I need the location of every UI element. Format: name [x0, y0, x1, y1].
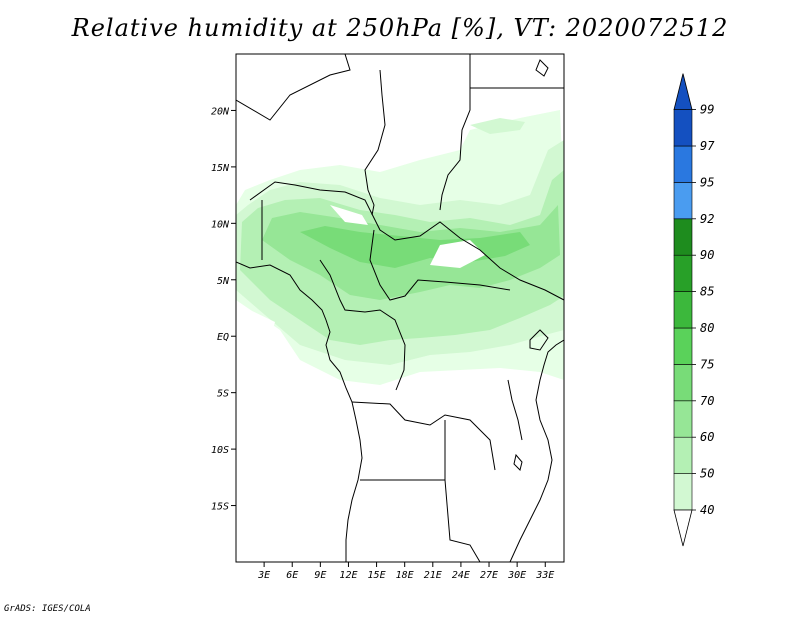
colorbar-label: 95 — [700, 175, 714, 189]
y-tick-label: 15N — [211, 163, 230, 174]
coastlines-borders — [236, 54, 564, 562]
chart-title: Relative humidity at 250hPa [%], VT: 202… — [71, 14, 729, 42]
colorbar-label: 80 — [700, 321, 714, 335]
x-tick-label: 30E — [507, 570, 526, 581]
colorbar-segment — [673, 145, 693, 183]
y-tick-label: 5S — [217, 389, 229, 400]
colorbar-low-extend — [673, 509, 693, 547]
x-tick-label: 9E — [314, 570, 326, 581]
colorbar-segment — [673, 327, 693, 365]
x-tick-label: 6E — [286, 570, 298, 581]
colorbar-segment — [673, 182, 693, 220]
colorbar-label: 99 — [700, 103, 714, 117]
x-tick-label: 12E — [339, 570, 357, 581]
west-coast — [236, 261, 363, 562]
colorbar-segment — [673, 364, 693, 402]
x-tick-label: 3E — [257, 570, 270, 581]
border-central-3 — [319, 259, 406, 391]
colorbar-segment — [673, 109, 693, 147]
y-tick-label: EQ — [217, 332, 229, 343]
colorbar-segment — [673, 254, 693, 292]
x-tick-label: 21E — [424, 570, 442, 581]
colorbar-label: 90 — [700, 248, 714, 262]
credit-label: GrADS: IGES/COLA — [4, 604, 91, 614]
y-tick-label: 10S — [211, 445, 229, 456]
map-area — [236, 54, 564, 562]
colorbar-segment — [673, 436, 693, 474]
east-coast — [509, 339, 564, 562]
colorbar-label: 85 — [700, 285, 714, 299]
border-south-2 — [444, 420, 481, 562]
colorbar-segment — [673, 291, 693, 329]
colorbar-label: 70 — [700, 394, 714, 408]
y-tick-label: 15S — [211, 502, 229, 513]
colorbar-label: 75 — [700, 357, 714, 371]
lake-4 — [535, 59, 549, 77]
colorbar-label: 97 — [700, 139, 715, 153]
x-axis: 3E 6E 9E 12E 15E 18E 21E 24E 27E 30E 33E — [257, 562, 554, 581]
map-frame — [235, 53, 565, 563]
x-tick-label: 27E — [480, 570, 498, 581]
border-north-2 — [364, 69, 386, 216]
y-tick-label: 5N — [217, 276, 230, 287]
y-tick-label: 10N — [211, 219, 230, 230]
rh-patch-gap-2 — [330, 205, 368, 225]
colorbar-label: 60 — [700, 430, 714, 444]
x-tick-label: 33E — [535, 570, 554, 581]
great-lakes-2 — [529, 329, 549, 351]
border-central-1 — [249, 181, 564, 301]
y-axis: 20N 15N 10N 5N EQ 5S 10S 15S — [211, 106, 236, 513]
x-tick-label: 24E — [452, 570, 470, 581]
x-tick-label: 18E — [396, 570, 414, 581]
colorbar-segment — [673, 473, 693, 511]
border-north-3 — [439, 54, 471, 211]
x-tick-label: 15E — [368, 570, 386, 581]
great-lakes-1 — [507, 379, 523, 441]
colorbar: 40 50 60 70 75 80 85 90 92 95 97 99 — [673, 73, 715, 547]
border-central-2 — [369, 229, 511, 301]
lake-3 — [513, 453, 523, 471]
colorbar-high-extend — [673, 73, 693, 110]
border-south-1 — [351, 401, 496, 471]
rh-patch-gap-1 — [430, 240, 485, 268]
humidity-field — [236, 110, 564, 385]
colorbar-label: 50 — [700, 467, 714, 481]
rh-patch-lowland-east — [470, 118, 525, 134]
colorbar-label: 40 — [700, 503, 714, 517]
colorbar-segment — [673, 400, 693, 438]
border-north-1 — [236, 54, 351, 121]
colorbar-segment — [673, 218, 693, 256]
y-tick-label: 20N — [211, 106, 230, 117]
colorbar-label: 92 — [700, 212, 714, 226]
rh-patch-gap-3 — [246, 310, 275, 338]
